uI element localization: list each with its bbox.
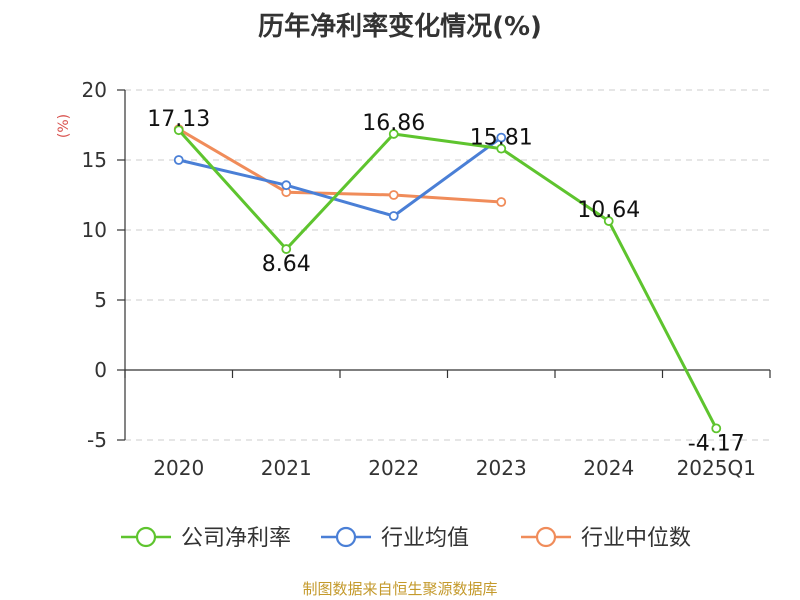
data-labels: 17.13 8.64 16.86 15.81 10.64 -4.17: [147, 107, 744, 456]
data-label: 17.13: [147, 107, 210, 132]
source-note: 制图数据来自恒生聚源数据库: [302, 580, 497, 598]
legend-item[interactable]: 公司净利率: [121, 526, 291, 551]
legend-marker-icon: [335, 526, 357, 548]
legend-item[interactable]: 行业中位数: [521, 526, 691, 551]
data-point: [496, 132, 507, 143]
data-label: 10.64: [577, 198, 640, 223]
data-point: [388, 129, 399, 139]
x-tick-label: 2024: [583, 456, 634, 480]
data-point: [496, 143, 507, 154]
data-point: [281, 180, 292, 191]
y-tick-label: 20: [82, 78, 107, 102]
data-label: 16.86: [362, 111, 425, 136]
y-tick-label: -5: [87, 428, 107, 452]
data-point: [173, 125, 184, 136]
data-label: 8.64: [262, 252, 311, 277]
data-point: [711, 423, 722, 434]
y-tick-label: 10: [82, 218, 107, 242]
legend: 公司净利率 行业均值 行业中位数: [121, 526, 691, 551]
x-tick-label: 2022: [368, 456, 419, 480]
data-point: [388, 211, 399, 221]
x-tick-label: 2020: [153, 456, 204, 480]
legend-marker-icon: [535, 526, 557, 548]
y-axis-unit: (%): [56, 114, 72, 138]
legend-item[interactable]: 行业均值: [321, 526, 469, 551]
series-line-0: [177, 129, 718, 430]
data-point: [388, 190, 399, 200]
x-tick-label: 2021: [261, 456, 312, 480]
legend-label: 公司净利率: [181, 526, 291, 551]
data-label: 15.81: [470, 126, 533, 151]
grid-lines: [125, 89, 770, 441]
series-line-1: [178, 136, 503, 218]
data-point: [281, 244, 292, 254]
legend-label: 行业均值: [381, 526, 469, 551]
data-point: [173, 155, 184, 165]
data-label: -4.17: [688, 431, 745, 456]
chart-title: 历年净利率变化情况(%): [258, 11, 542, 42]
x-tick-label: 2025Q1: [677, 456, 756, 480]
series-lines: [173, 124, 722, 434]
legend-marker-icon: [135, 526, 157, 548]
data-point: [496, 197, 507, 207]
y-tick-label: 0: [94, 358, 107, 382]
x-tick-label: 2023: [476, 456, 527, 480]
legend-label: 行业中位数: [581, 526, 691, 551]
y-tick-label: 5: [94, 288, 107, 312]
y-tick-label: 15: [82, 148, 107, 172]
data-point: [603, 216, 614, 226]
